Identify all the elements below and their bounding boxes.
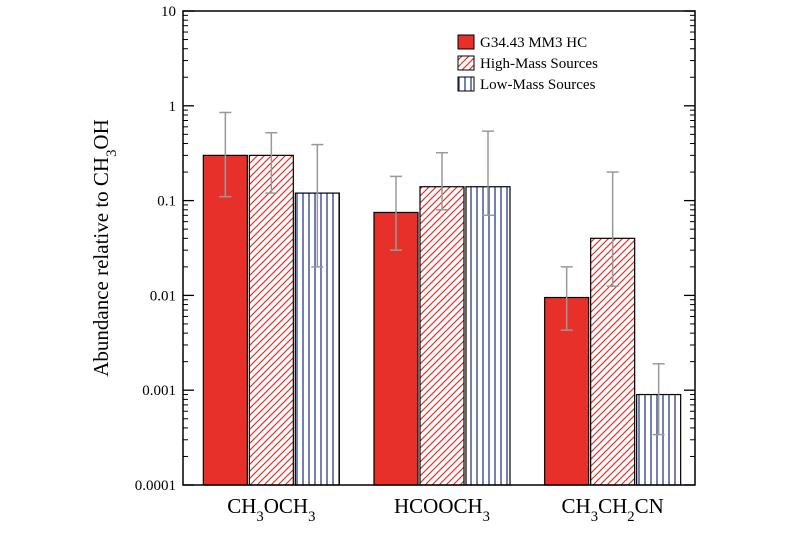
x-category-label-part: CN — [635, 494, 664, 518]
legend-label: Low-Mass Sources — [480, 77, 596, 93]
bar-high-mass-sources — [248, 154, 294, 486]
x-category-label: HCOOCH3 — [394, 494, 490, 525]
x-category-label-part: 3 — [591, 509, 598, 525]
x-category-label-part: CH — [562, 494, 591, 518]
bar-high-mass-sources — [419, 186, 465, 486]
legend-label: G34.43 MM3 HC — [480, 35, 587, 51]
legend-swatch — [457, 55, 475, 71]
y-tick-label: 0.01 — [150, 288, 176, 304]
y-tick-label: 0.0001 — [135, 478, 176, 494]
x-category-label-part: CH — [598, 494, 627, 518]
error-bars-layer — [219, 111, 665, 436]
x-category-label-part: 3 — [308, 509, 315, 525]
x-category-label-part: OCH — [264, 494, 308, 518]
x-category-label-part: HCOOCH — [394, 494, 483, 518]
y-axis-title: Abundance relative to CH3OH — [89, 119, 120, 377]
y-tick-label: 0.1 — [157, 194, 176, 210]
plot-frame — [182, 10, 696, 486]
legend-swatch — [457, 34, 475, 50]
bars-layer — [202, 154, 682, 486]
x-category-label-part: 2 — [627, 509, 634, 525]
legend: G34.43 MM3 HC High-Mass Sources Low-Mass S… — [457, 34, 598, 93]
x-axis-category-labels: CH3OCH3 HCOOCH3 CH3CH2CN — [227, 494, 664, 525]
bar-g34-43-mm3-hc — [373, 211, 419, 486]
y-axis-title-part: Abundance relative to CH — [89, 157, 113, 377]
legend-swatch — [457, 76, 475, 92]
bar-low-mass-sources — [465, 186, 511, 486]
y-axis-title-group: Abundance relative to CH3OH — [89, 119, 120, 377]
x-category-label: CH3CH2CN — [562, 494, 664, 525]
x-category-label-part: 3 — [256, 509, 263, 525]
y-tick-label: 0.001 — [142, 383, 176, 399]
legend-label: High-Mass Sources — [480, 56, 598, 72]
x-category-label-part: 3 — [483, 509, 490, 525]
x-category-label-part: CH — [227, 494, 256, 518]
y-axis-title-part: 3 — [104, 150, 120, 157]
x-category-label: CH3OCH3 — [227, 494, 315, 525]
y-tick-label: 1 — [169, 99, 177, 115]
bar-g34-43-mm3-hc — [202, 154, 248, 486]
y-tick-label: 10 — [161, 4, 176, 20]
y-axis-title-part: OH — [89, 119, 113, 149]
y-axis-ticks: 10 1 0.1 0.01 0.001 0.0001 — [135, 4, 695, 494]
